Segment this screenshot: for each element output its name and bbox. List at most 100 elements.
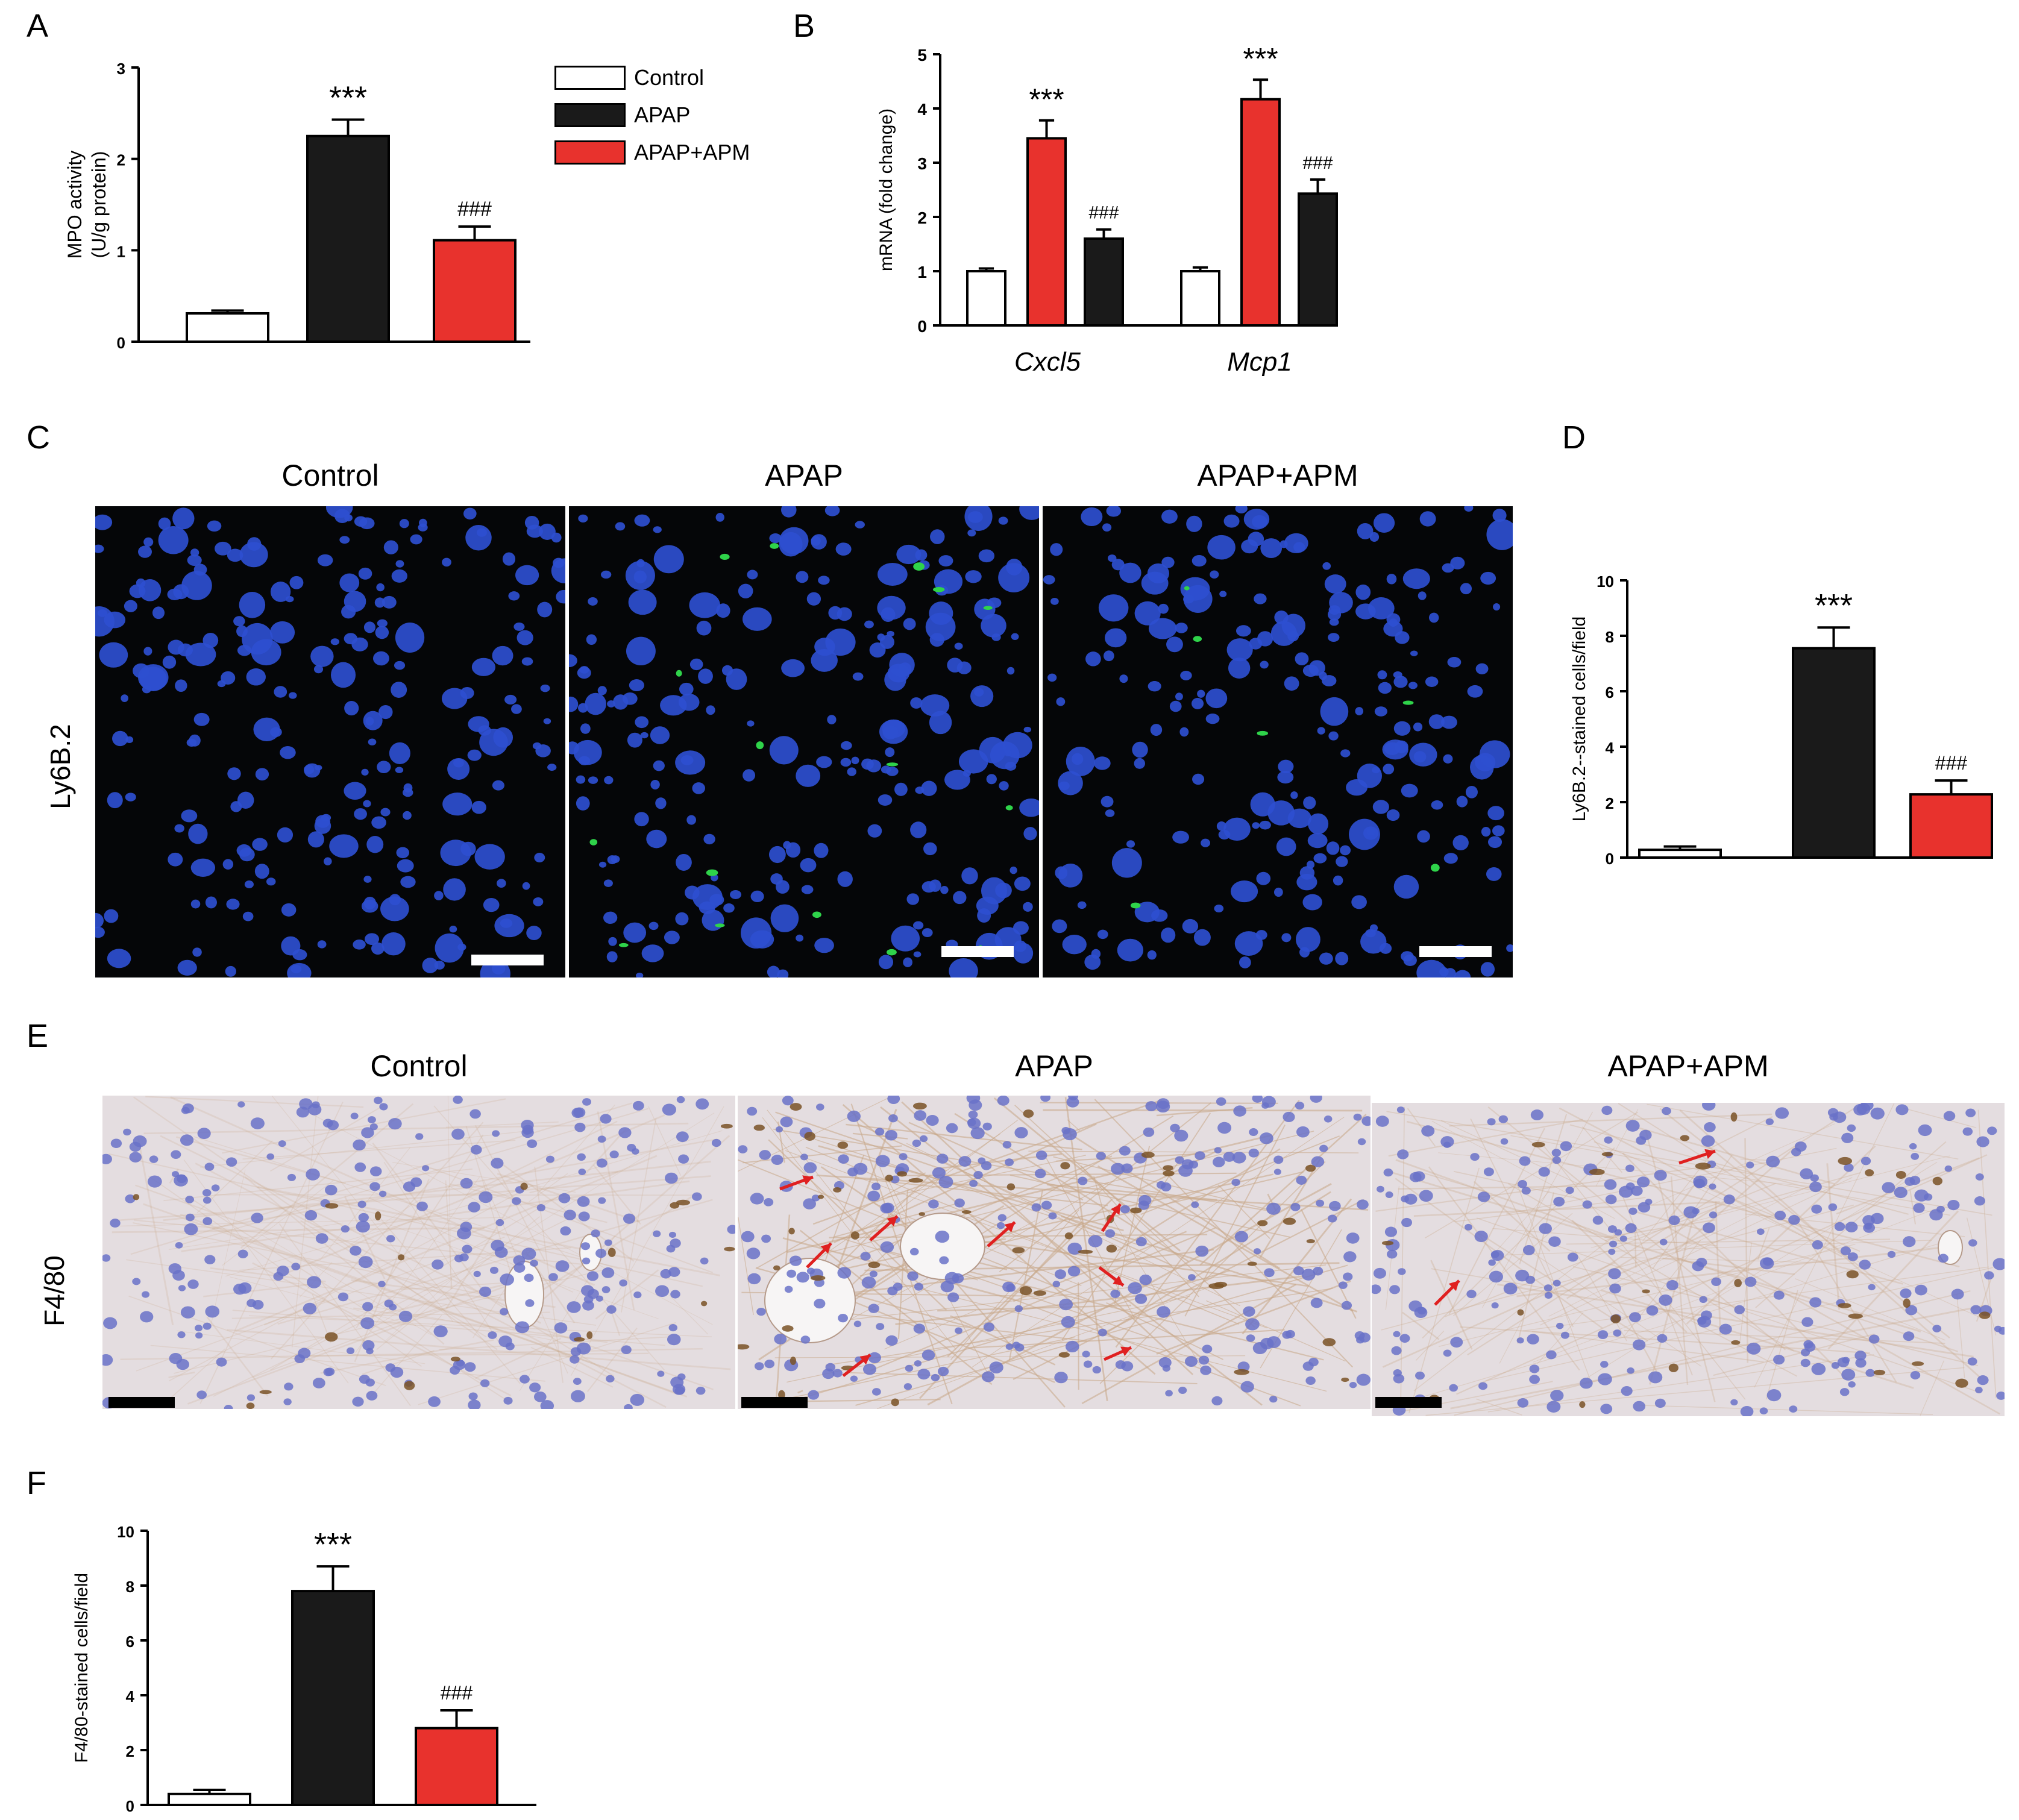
nucleus bbox=[277, 1266, 289, 1276]
nucleus bbox=[1234, 1231, 1249, 1243]
y-tick-label: 8 bbox=[126, 1578, 134, 1596]
f480-positive-cell bbox=[961, 1210, 972, 1214]
nucleus bbox=[187, 554, 202, 566]
nucleus bbox=[929, 711, 952, 735]
nucleus bbox=[1303, 796, 1316, 809]
nucleus bbox=[1082, 1351, 1090, 1358]
nucleus bbox=[1211, 1396, 1223, 1406]
nucleus bbox=[1120, 1205, 1130, 1214]
nucleus bbox=[1454, 970, 1471, 977]
nucleus bbox=[767, 965, 780, 977]
sinusoid bbox=[1966, 1217, 1997, 1335]
nucleus bbox=[1421, 1125, 1435, 1137]
nucleus bbox=[966, 1096, 981, 1104]
nucleus bbox=[928, 1199, 939, 1209]
nucleus bbox=[1050, 597, 1059, 605]
ly6b-positive-cell bbox=[720, 553, 730, 560]
nucleus bbox=[633, 1291, 642, 1299]
sinusoid bbox=[1670, 1176, 1689, 1385]
nucleus bbox=[1711, 1277, 1722, 1286]
nucleus bbox=[1828, 1203, 1838, 1211]
nucleus bbox=[1450, 1337, 1463, 1348]
nucleus bbox=[1357, 1199, 1369, 1210]
nucleus bbox=[1202, 1345, 1213, 1354]
nucleus bbox=[569, 654, 577, 668]
sinusoid bbox=[1467, 1106, 1857, 1356]
nucleus bbox=[750, 1193, 764, 1205]
nucleus bbox=[1601, 1105, 1613, 1116]
nucleus bbox=[378, 1190, 387, 1197]
f480-positive-cell bbox=[1078, 1249, 1093, 1254]
nucleus bbox=[513, 1263, 526, 1273]
nucleus bbox=[1058, 771, 1083, 795]
nucleus bbox=[1317, 727, 1325, 735]
nucleus bbox=[1413, 751, 1427, 763]
nucleus bbox=[1178, 1164, 1193, 1177]
nucleus bbox=[1047, 673, 1057, 682]
nucleus bbox=[670, 1238, 681, 1248]
nucleus bbox=[377, 761, 391, 774]
sinusoid bbox=[1531, 1331, 1764, 1363]
nucleus bbox=[1639, 1129, 1652, 1141]
nucleus bbox=[468, 1399, 481, 1409]
nucleus bbox=[621, 1345, 632, 1355]
nucleus bbox=[600, 570, 612, 579]
nucleus bbox=[1500, 1138, 1509, 1145]
nucleus bbox=[1006, 667, 1015, 675]
nucleus bbox=[903, 957, 912, 967]
nucleus bbox=[1794, 1141, 1807, 1152]
nucleus bbox=[488, 1331, 497, 1339]
nucleus bbox=[374, 1096, 383, 1105]
nucleus bbox=[909, 1247, 919, 1256]
sinusoid bbox=[1450, 1304, 1986, 1410]
nucleus bbox=[1551, 1149, 1562, 1157]
sinusoid bbox=[1624, 1329, 1945, 1344]
nucleus bbox=[1261, 1096, 1276, 1108]
nucleus bbox=[182, 1103, 194, 1114]
nucleus bbox=[1161, 509, 1178, 524]
nucleus bbox=[624, 1404, 633, 1409]
nucleus bbox=[110, 1138, 122, 1149]
arrowhead-icon bbox=[802, 1175, 813, 1185]
nucleus bbox=[470, 1144, 482, 1155]
nucleus bbox=[1744, 1276, 1757, 1287]
nucleus bbox=[283, 1398, 292, 1405]
nucleus bbox=[252, 838, 268, 851]
nucleus bbox=[1401, 783, 1418, 798]
nucleus bbox=[1910, 1370, 1921, 1379]
nucleus bbox=[769, 736, 799, 765]
nucleus bbox=[369, 1123, 378, 1131]
nucleus bbox=[1138, 1200, 1149, 1210]
nucleus bbox=[1005, 1158, 1014, 1166]
nucleus bbox=[1842, 1357, 1850, 1364]
sinusoid bbox=[1428, 1166, 1580, 1371]
nucleus bbox=[785, 842, 801, 858]
nucleus bbox=[1804, 1342, 1816, 1352]
nucleus bbox=[939, 1256, 949, 1265]
nucleus bbox=[1284, 533, 1308, 553]
nucleus bbox=[1834, 1222, 1845, 1231]
nucleus bbox=[188, 823, 208, 844]
significance-label: ### bbox=[441, 1682, 473, 1704]
nucleus bbox=[1188, 1274, 1196, 1281]
nucleus bbox=[686, 815, 697, 825]
nucleus bbox=[107, 792, 123, 809]
nucleus bbox=[1403, 954, 1417, 966]
ly6b-positive-cell bbox=[812, 911, 821, 918]
nucleus bbox=[379, 1103, 388, 1111]
sinusoid bbox=[145, 1096, 364, 1108]
sinusoid bbox=[1639, 1405, 1933, 1415]
f480-positive-cell bbox=[790, 1103, 802, 1111]
nucleus bbox=[1645, 1199, 1653, 1205]
nucleus bbox=[334, 509, 350, 523]
nucleus bbox=[1467, 685, 1483, 698]
sinusoid bbox=[199, 1102, 344, 1404]
sinusoid bbox=[1662, 1257, 1795, 1275]
nucleus bbox=[1295, 652, 1309, 666]
f480-positive-cell bbox=[1589, 1169, 1605, 1175]
sinusoid bbox=[418, 1322, 676, 1405]
nucleus bbox=[1905, 1305, 1918, 1316]
nucleus bbox=[932, 1167, 946, 1179]
nucleus bbox=[1416, 959, 1447, 977]
nucleus bbox=[581, 1285, 594, 1296]
